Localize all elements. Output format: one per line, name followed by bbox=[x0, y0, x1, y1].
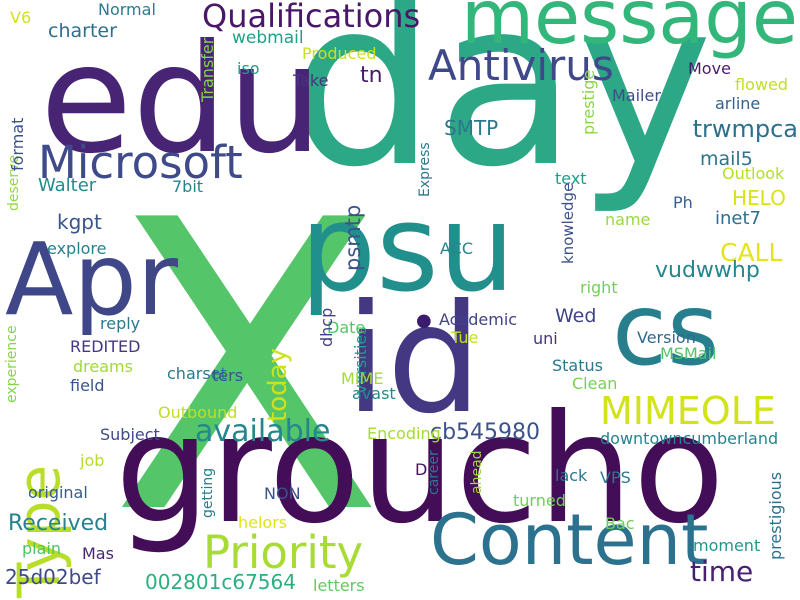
word-ACC: ACC bbox=[440, 239, 474, 258]
word-kgpt: kgpt bbox=[57, 210, 102, 234]
word-turned: turned bbox=[513, 491, 566, 510]
word-cb545980: cb545980 bbox=[430, 420, 541, 445]
word-field: field bbox=[70, 376, 105, 395]
word-Apr: Apr bbox=[5, 221, 178, 338]
word-Content: Content bbox=[430, 499, 709, 581]
word-flowed: flowed bbox=[735, 75, 788, 94]
word-moment: moment bbox=[693, 536, 761, 555]
word-tn: tn bbox=[360, 63, 383, 88]
word-getting: getting bbox=[200, 467, 216, 518]
word-reply: reply bbox=[100, 314, 141, 333]
word-dreams: dreams bbox=[73, 357, 133, 376]
word-career: career bbox=[426, 450, 442, 495]
word-VPS: VPS bbox=[600, 468, 631, 487]
word-message: message bbox=[460, 0, 798, 61]
word-knowledge: knowledge bbox=[559, 182, 577, 264]
word-25d02bef: 25d02bef bbox=[5, 565, 101, 589]
word-text: text bbox=[555, 169, 587, 188]
word-ahead: ahead bbox=[469, 450, 485, 494]
word-available: available bbox=[195, 414, 331, 449]
word-name: name bbox=[605, 210, 651, 229]
word-ters: ters bbox=[212, 366, 244, 385]
word-Transfer: Transfer bbox=[198, 37, 217, 102]
word-job: job bbox=[80, 451, 105, 470]
word-prestigious: prestigious bbox=[766, 471, 785, 560]
word-Wed: Wed bbox=[555, 305, 597, 327]
word-Date: Date bbox=[327, 318, 366, 337]
word-psu: psu bbox=[300, 180, 515, 319]
word-NON: NON bbox=[264, 484, 301, 503]
word-Ph: Ph bbox=[673, 193, 693, 212]
word-helors: helors bbox=[238, 513, 288, 532]
word-Subject: Subject bbox=[100, 425, 160, 444]
word-Status: Status bbox=[552, 356, 603, 375]
word-Walter: Walter bbox=[38, 175, 97, 196]
word-lack: lack bbox=[555, 466, 588, 485]
word-psmtp: psmtp bbox=[341, 204, 365, 271]
word-today: today bbox=[263, 348, 293, 422]
word-Mas: Mas bbox=[82, 544, 114, 563]
word-iso: iso bbox=[237, 59, 260, 78]
word-uni: uni bbox=[533, 329, 558, 348]
word-Microsoft: Microsoft bbox=[38, 136, 243, 189]
word-explore: explore bbox=[47, 239, 107, 258]
word-Clean: Clean bbox=[572, 374, 618, 393]
word-Academic: Academic bbox=[439, 310, 518, 329]
word-edu: edu bbox=[40, 13, 323, 187]
dot-mark: ● bbox=[416, 310, 432, 331]
word-trwmpca: trwmpca bbox=[692, 115, 798, 143]
word-Tue: Tue bbox=[451, 328, 479, 347]
word-time: time bbox=[690, 555, 754, 588]
word-Move: Move bbox=[688, 59, 731, 78]
word-id: id bbox=[345, 273, 482, 447]
word-vudwwhp: vudwwhp bbox=[655, 258, 760, 283]
word-arline: arline bbox=[715, 94, 761, 113]
word-SMTP: SMTP bbox=[444, 116, 499, 140]
word-groucho: groucho bbox=[115, 383, 725, 557]
word-inet7: inet7 bbox=[715, 208, 761, 229]
word-Antivirus: Antivirus bbox=[428, 41, 614, 90]
word-downtowncumberland: downtowncumberland bbox=[600, 429, 779, 448]
word-charset: charset bbox=[167, 364, 227, 383]
word-charter: charter bbox=[48, 20, 117, 42]
word-webmail: webmail bbox=[232, 28, 304, 48]
word-7bit: 7bit bbox=[172, 177, 204, 196]
word-Version: Version bbox=[637, 328, 696, 347]
word-CALL: CALL bbox=[720, 238, 783, 267]
word-Priority: Priority bbox=[203, 526, 364, 579]
word-MSMail: MSMail bbox=[660, 344, 717, 363]
word-cs: cs bbox=[612, 271, 720, 388]
word-002801c67564: 002801c67564 bbox=[145, 570, 296, 594]
word-plain: plain bbox=[22, 539, 61, 558]
word-original: original bbox=[28, 483, 88, 502]
word-format: format bbox=[8, 117, 27, 171]
word-dhcp: dhcp bbox=[317, 307, 336, 347]
word-day: day bbox=[290, 0, 714, 218]
word-Mailer: Mailer bbox=[612, 86, 661, 105]
word-D: D bbox=[415, 460, 428, 479]
word-V6: V6 bbox=[10, 8, 32, 27]
word-avast: avast bbox=[352, 384, 396, 403]
word-HELO: HELO bbox=[732, 186, 786, 210]
word-experience: experience bbox=[4, 325, 20, 403]
word-Bac: Bac bbox=[605, 514, 635, 533]
word-MIMEOLE: MIMEOLE bbox=[600, 389, 776, 433]
word-right: right bbox=[580, 278, 618, 297]
word-Produced: Produced bbox=[302, 44, 377, 63]
word-Outlook: Outlook bbox=[722, 164, 785, 183]
word-MIME: MIME bbox=[341, 369, 384, 388]
word-REDITED: REDITED bbox=[70, 337, 141, 356]
word-Express: Express bbox=[417, 142, 433, 197]
word-Qualifications: Qualifications bbox=[202, 0, 421, 35]
word-prestige: prestige bbox=[579, 69, 598, 135]
word-mail5: mail5 bbox=[700, 148, 753, 170]
word-Take: Take bbox=[293, 71, 329, 90]
word-Encoding: Encoding bbox=[367, 424, 441, 443]
word-Outbound: Outbound bbox=[158, 403, 238, 422]
word-letters: letters bbox=[313, 576, 365, 595]
word-Received: Received bbox=[8, 511, 109, 536]
word-Normal: Normal bbox=[98, 0, 156, 19]
word-X: X bbox=[110, 137, 385, 600]
